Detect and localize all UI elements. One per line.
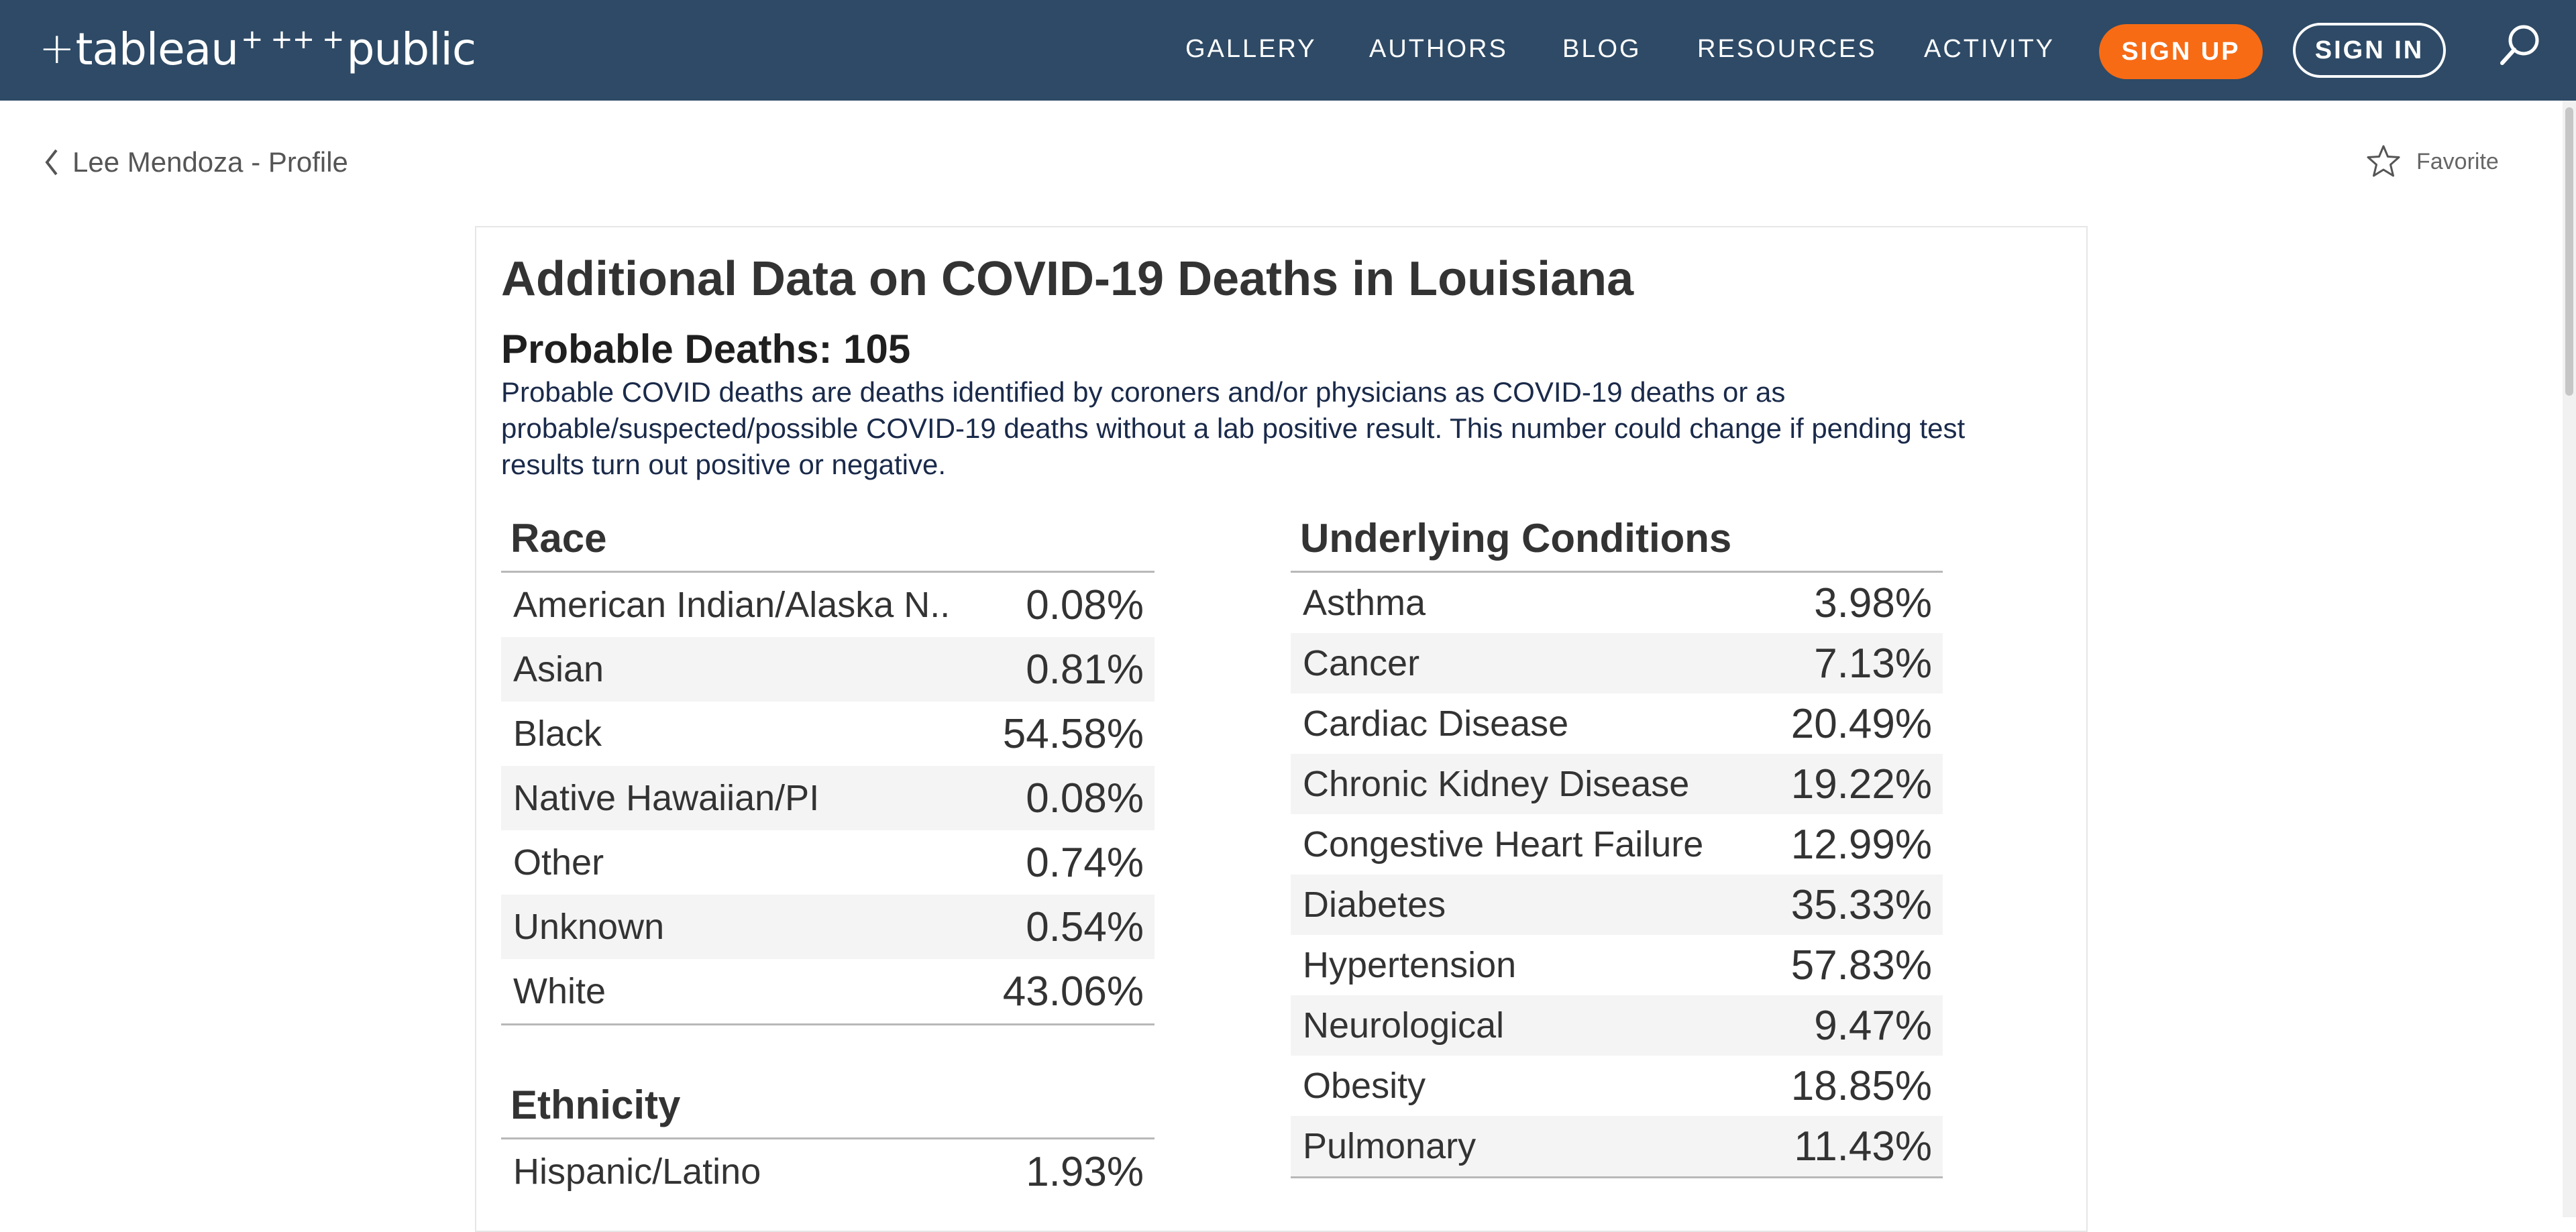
table-row[interactable]: Diabetes 35.33% <box>1291 875 1943 935</box>
probable-deaths-description: Probable COVID deaths are deaths identif… <box>501 376 1966 480</box>
back-link-label: Lee Mendoza - Profile <box>72 146 348 178</box>
logo-mark: + ++ + <box>241 24 344 55</box>
row-value: 1.93% <box>1026 1148 1144 1195</box>
nav-gallery[interactable]: GALLERY <box>1185 35 1317 63</box>
row-label: Asthma <box>1303 583 1426 623</box>
viz-title: Additional Data on COVID-19 Deaths in Lo… <box>501 252 1634 306</box>
logo-brand: tableau <box>75 23 239 75</box>
table-row[interactable]: American Indian/Alaska N.. 0.08% <box>501 573 1155 637</box>
row-value: 43.06% <box>1002 968 1144 1015</box>
logo-plus: + <box>39 24 75 74</box>
favorite-button[interactable]: Favorite <box>2365 144 2499 180</box>
row-value: 0.81% <box>1026 646 1144 693</box>
ethnicity-table: Ethnicity Hispanic/Latino 1.93% <box>501 1073 1155 1204</box>
sign-in-button[interactable]: SIGN IN <box>2293 23 2446 78</box>
table-row[interactable]: Cancer 7.13% <box>1291 633 1943 693</box>
row-label: Black <box>513 714 602 754</box>
row-value: 11.43% <box>1794 1123 1932 1170</box>
race-rows: American Indian/Alaska N.. 0.08% Asian 0.8… <box>501 573 1155 1025</box>
row-label: Obesity <box>1303 1066 1426 1106</box>
row-label: Neurological <box>1303 1005 1505 1046</box>
row-value: 54.58% <box>1002 710 1144 757</box>
row-value: 0.54% <box>1026 903 1144 950</box>
row-label: Native Hawaiian/PI <box>513 778 820 818</box>
ethnicity-rows: Hispanic/Latino 1.93% <box>501 1139 1155 1204</box>
row-value: 57.83% <box>1790 942 1932 989</box>
nav-resources[interactable]: RESOURCES <box>1697 35 1877 63</box>
back-to-profile-link[interactable]: Lee Mendoza - Profile <box>44 146 348 178</box>
row-label: Other <box>513 842 604 883</box>
row-value: 0.74% <box>1026 839 1144 886</box>
row-value: 20.49% <box>1790 700 1932 747</box>
probable-deaths-heading: Probable Deaths: 105 <box>501 327 911 372</box>
top-navigation-bar: + tableau + ++ + public GALLERY AUTHORS … <box>0 0 2576 101</box>
row-label: Cardiac Disease <box>1303 704 1569 744</box>
row-label: Pulmonary <box>1303 1126 1477 1166</box>
table-row[interactable]: Native Hawaiian/PI 0.08% <box>501 766 1155 830</box>
row-label: Cancer <box>1303 643 1420 683</box>
row-value: 18.85% <box>1790 1062 1932 1109</box>
page-scrollbar-thumb[interactable] <box>2565 107 2573 396</box>
row-label: Hypertension <box>1303 945 1517 985</box>
table-row[interactable]: Pulmonary 11.43% <box>1291 1116 1943 1176</box>
ethnicity-table-title: Ethnicity <box>501 1073 1155 1139</box>
table-row[interactable]: Chronic Kidney Disease 19.22% <box>1291 754 1943 814</box>
favorite-label: Favorite <box>2416 148 2499 174</box>
table-row[interactable]: White 43.06% <box>501 959 1155 1023</box>
nav-activity[interactable]: ACTIVITY <box>1924 35 2055 63</box>
search-icon[interactable] <box>2496 21 2544 70</box>
viz-container <box>475 226 2088 1232</box>
row-label: American Indian/Alaska N.. <box>513 585 951 625</box>
star-icon <box>2367 145 2400 177</box>
table-row[interactable]: Neurological 9.47% <box>1291 995 1943 1056</box>
row-label: White <box>513 971 606 1011</box>
race-table: Race American Indian/Alaska N.. 0.08% Asi… <box>501 506 1155 1025</box>
row-value: 0.08% <box>1026 581 1144 628</box>
chevron-left-icon <box>45 149 58 176</box>
row-value: 3.98% <box>1814 579 1932 626</box>
row-label: Diabetes <box>1303 885 1446 925</box>
table-row[interactable]: Asthma 3.98% <box>1291 573 1943 633</box>
conditions-rows: Asthma 3.98% Cancer 7.13% Cardiac Disease 2… <box>1291 573 1943 1178</box>
row-value: 19.22% <box>1790 761 1932 807</box>
conditions-table-title: Underlying Conditions <box>1291 506 1943 573</box>
table-row[interactable]: Cardiac Disease 20.49% <box>1291 693 1943 754</box>
row-label: Chronic Kidney Disease <box>1303 764 1690 804</box>
logo-suffix: public <box>346 23 477 75</box>
row-label: Congestive Heart Failure <box>1303 824 1704 864</box>
table-row[interactable]: Black 54.58% <box>501 702 1155 766</box>
tableau-public-logo[interactable]: + tableau + ++ + public <box>39 19 476 79</box>
race-table-title: Race <box>501 506 1155 573</box>
row-value: 0.08% <box>1026 775 1144 822</box>
table-row[interactable]: Obesity 18.85% <box>1291 1056 1943 1116</box>
table-row[interactable]: Unknown 0.54% <box>501 895 1155 959</box>
table-row[interactable]: Hispanic/Latino 1.93% <box>501 1139 1155 1204</box>
underlying-conditions-table: Underlying Conditions Asthma 3.98% Cancer… <box>1291 506 1943 1178</box>
row-label: Unknown <box>513 907 665 947</box>
sign-up-button[interactable]: SIGN UP <box>2099 24 2263 79</box>
row-value: 35.33% <box>1790 881 1932 928</box>
nav-blog[interactable]: BLOG <box>1562 35 1642 63</box>
row-value: 9.47% <box>1814 1002 1932 1049</box>
row-value: 12.99% <box>1790 821 1932 868</box>
table-row[interactable]: Hypertension 57.83% <box>1291 935 1943 995</box>
row-label: Asian <box>513 649 604 689</box>
nav-authors[interactable]: AUTHORS <box>1369 35 1508 63</box>
table-row[interactable]: Asian 0.81% <box>501 637 1155 702</box>
row-value: 7.13% <box>1814 640 1932 687</box>
table-row[interactable]: Congestive Heart Failure 12.99% <box>1291 814 1943 875</box>
row-label: Hispanic/Latino <box>513 1152 761 1192</box>
table-row[interactable]: Other 0.74% <box>501 830 1155 895</box>
